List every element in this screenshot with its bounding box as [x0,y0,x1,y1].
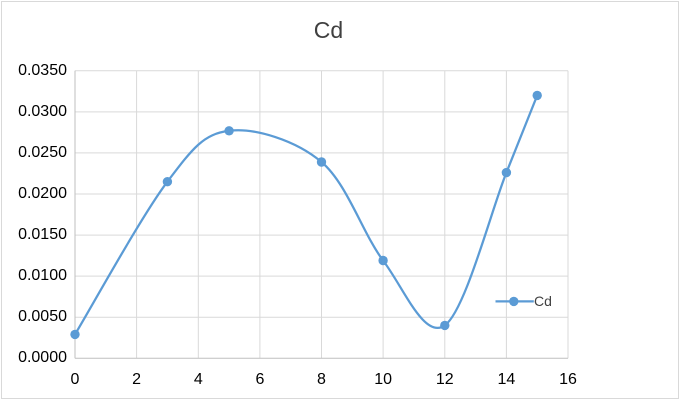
svg-text:14: 14 [498,371,516,388]
svg-text:Cd: Cd [534,293,552,309]
svg-text:4: 4 [194,371,203,388]
svg-text:16: 16 [559,371,577,388]
svg-text:0: 0 [71,371,80,388]
svg-text:0.0150: 0.0150 [18,226,67,243]
svg-text:0.0300: 0.0300 [18,103,67,120]
svg-text:0.0050: 0.0050 [18,308,67,325]
svg-text:0.0350: 0.0350 [18,62,67,79]
svg-text:0.0100: 0.0100 [18,267,67,284]
svg-text:0.0000: 0.0000 [18,349,67,366]
svg-text:10: 10 [374,371,392,388]
svg-text:2: 2 [132,371,141,388]
svg-text:0.0250: 0.0250 [18,144,67,161]
svg-text:0.0200: 0.0200 [18,185,67,202]
svg-text:8: 8 [317,371,326,388]
svg-text:6: 6 [255,371,264,388]
svg-text:12: 12 [436,371,454,388]
